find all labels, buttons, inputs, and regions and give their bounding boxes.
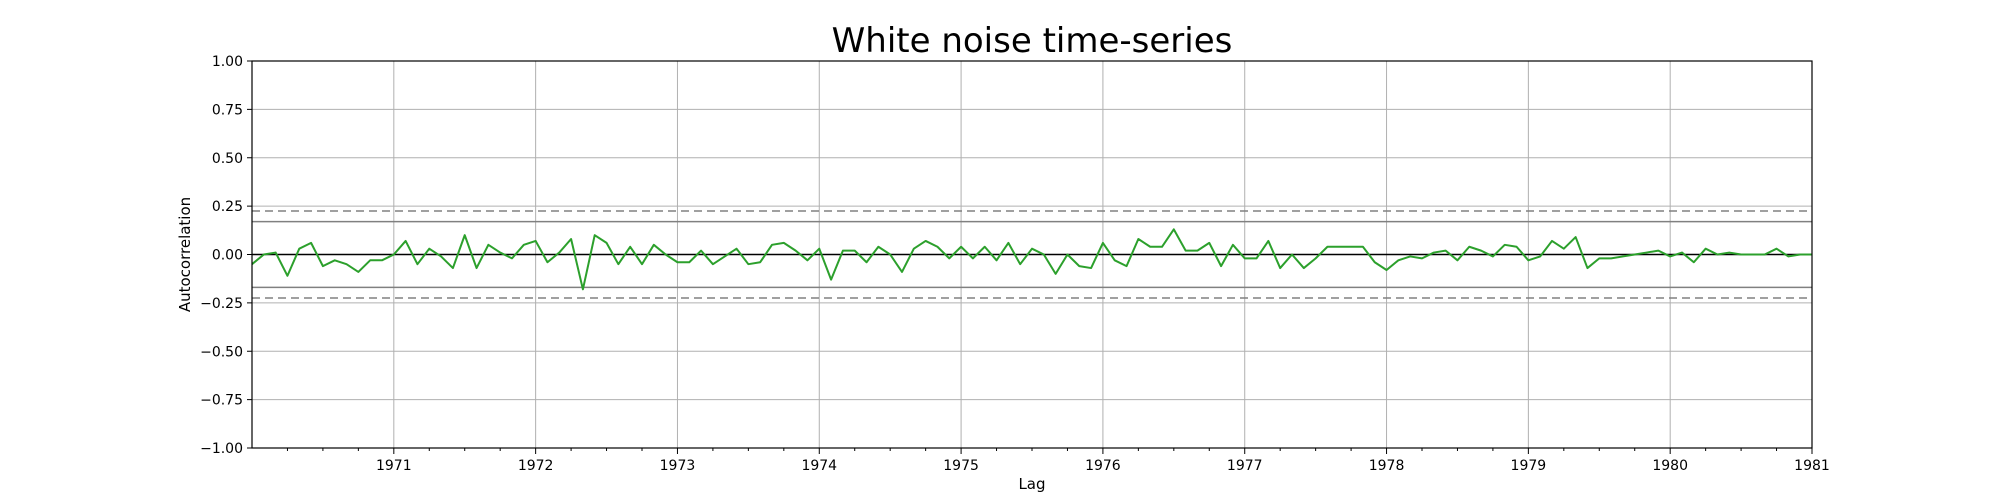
y-tick-label: 0.00: [212, 248, 243, 264]
x-tick-label: 1980: [1652, 458, 1688, 474]
y-tick-label: 1.00: [212, 54, 243, 70]
confidence-bands: [252, 210, 1812, 299]
x-tick-label: 1978: [1369, 458, 1405, 474]
x-tick-label: 1971: [376, 458, 412, 474]
y-tick-label: 0.25: [212, 199, 243, 215]
y-tick-label: −1.00: [200, 441, 243, 457]
y-axis-label: Autocorrelation: [176, 197, 194, 312]
y-tick-label: −0.50: [200, 344, 243, 360]
x-tick-label: 1974: [801, 458, 837, 474]
series-layer: [251, 228, 1812, 291]
x-tick-label: 1973: [660, 458, 696, 474]
x-tick-label: 1977: [1227, 458, 1263, 474]
chart-title: White noise time-series: [832, 21, 1233, 61]
x-tick-label: 1979: [1511, 458, 1547, 474]
x-tick-label: 1972: [518, 458, 554, 474]
y-tick-label: 0.75: [212, 102, 243, 118]
ticks: 1.00 0.75 0.50 0.25 0.00 −0.25 −0.50 −0.75 −1.00…: [200, 54, 1830, 474]
x-tick-label: 1981: [1794, 458, 1830, 474]
x-tick-label: 1976: [1085, 458, 1121, 474]
y-tick-label: −0.75: [200, 393, 243, 409]
x-axis-label: Lag: [1018, 475, 1045, 493]
y-tick-label: 0.50: [212, 151, 243, 167]
x-tick-label: 1975: [943, 458, 979, 474]
y-tick-label: −0.25: [200, 296, 243, 312]
series-line: [251, 228, 1812, 291]
